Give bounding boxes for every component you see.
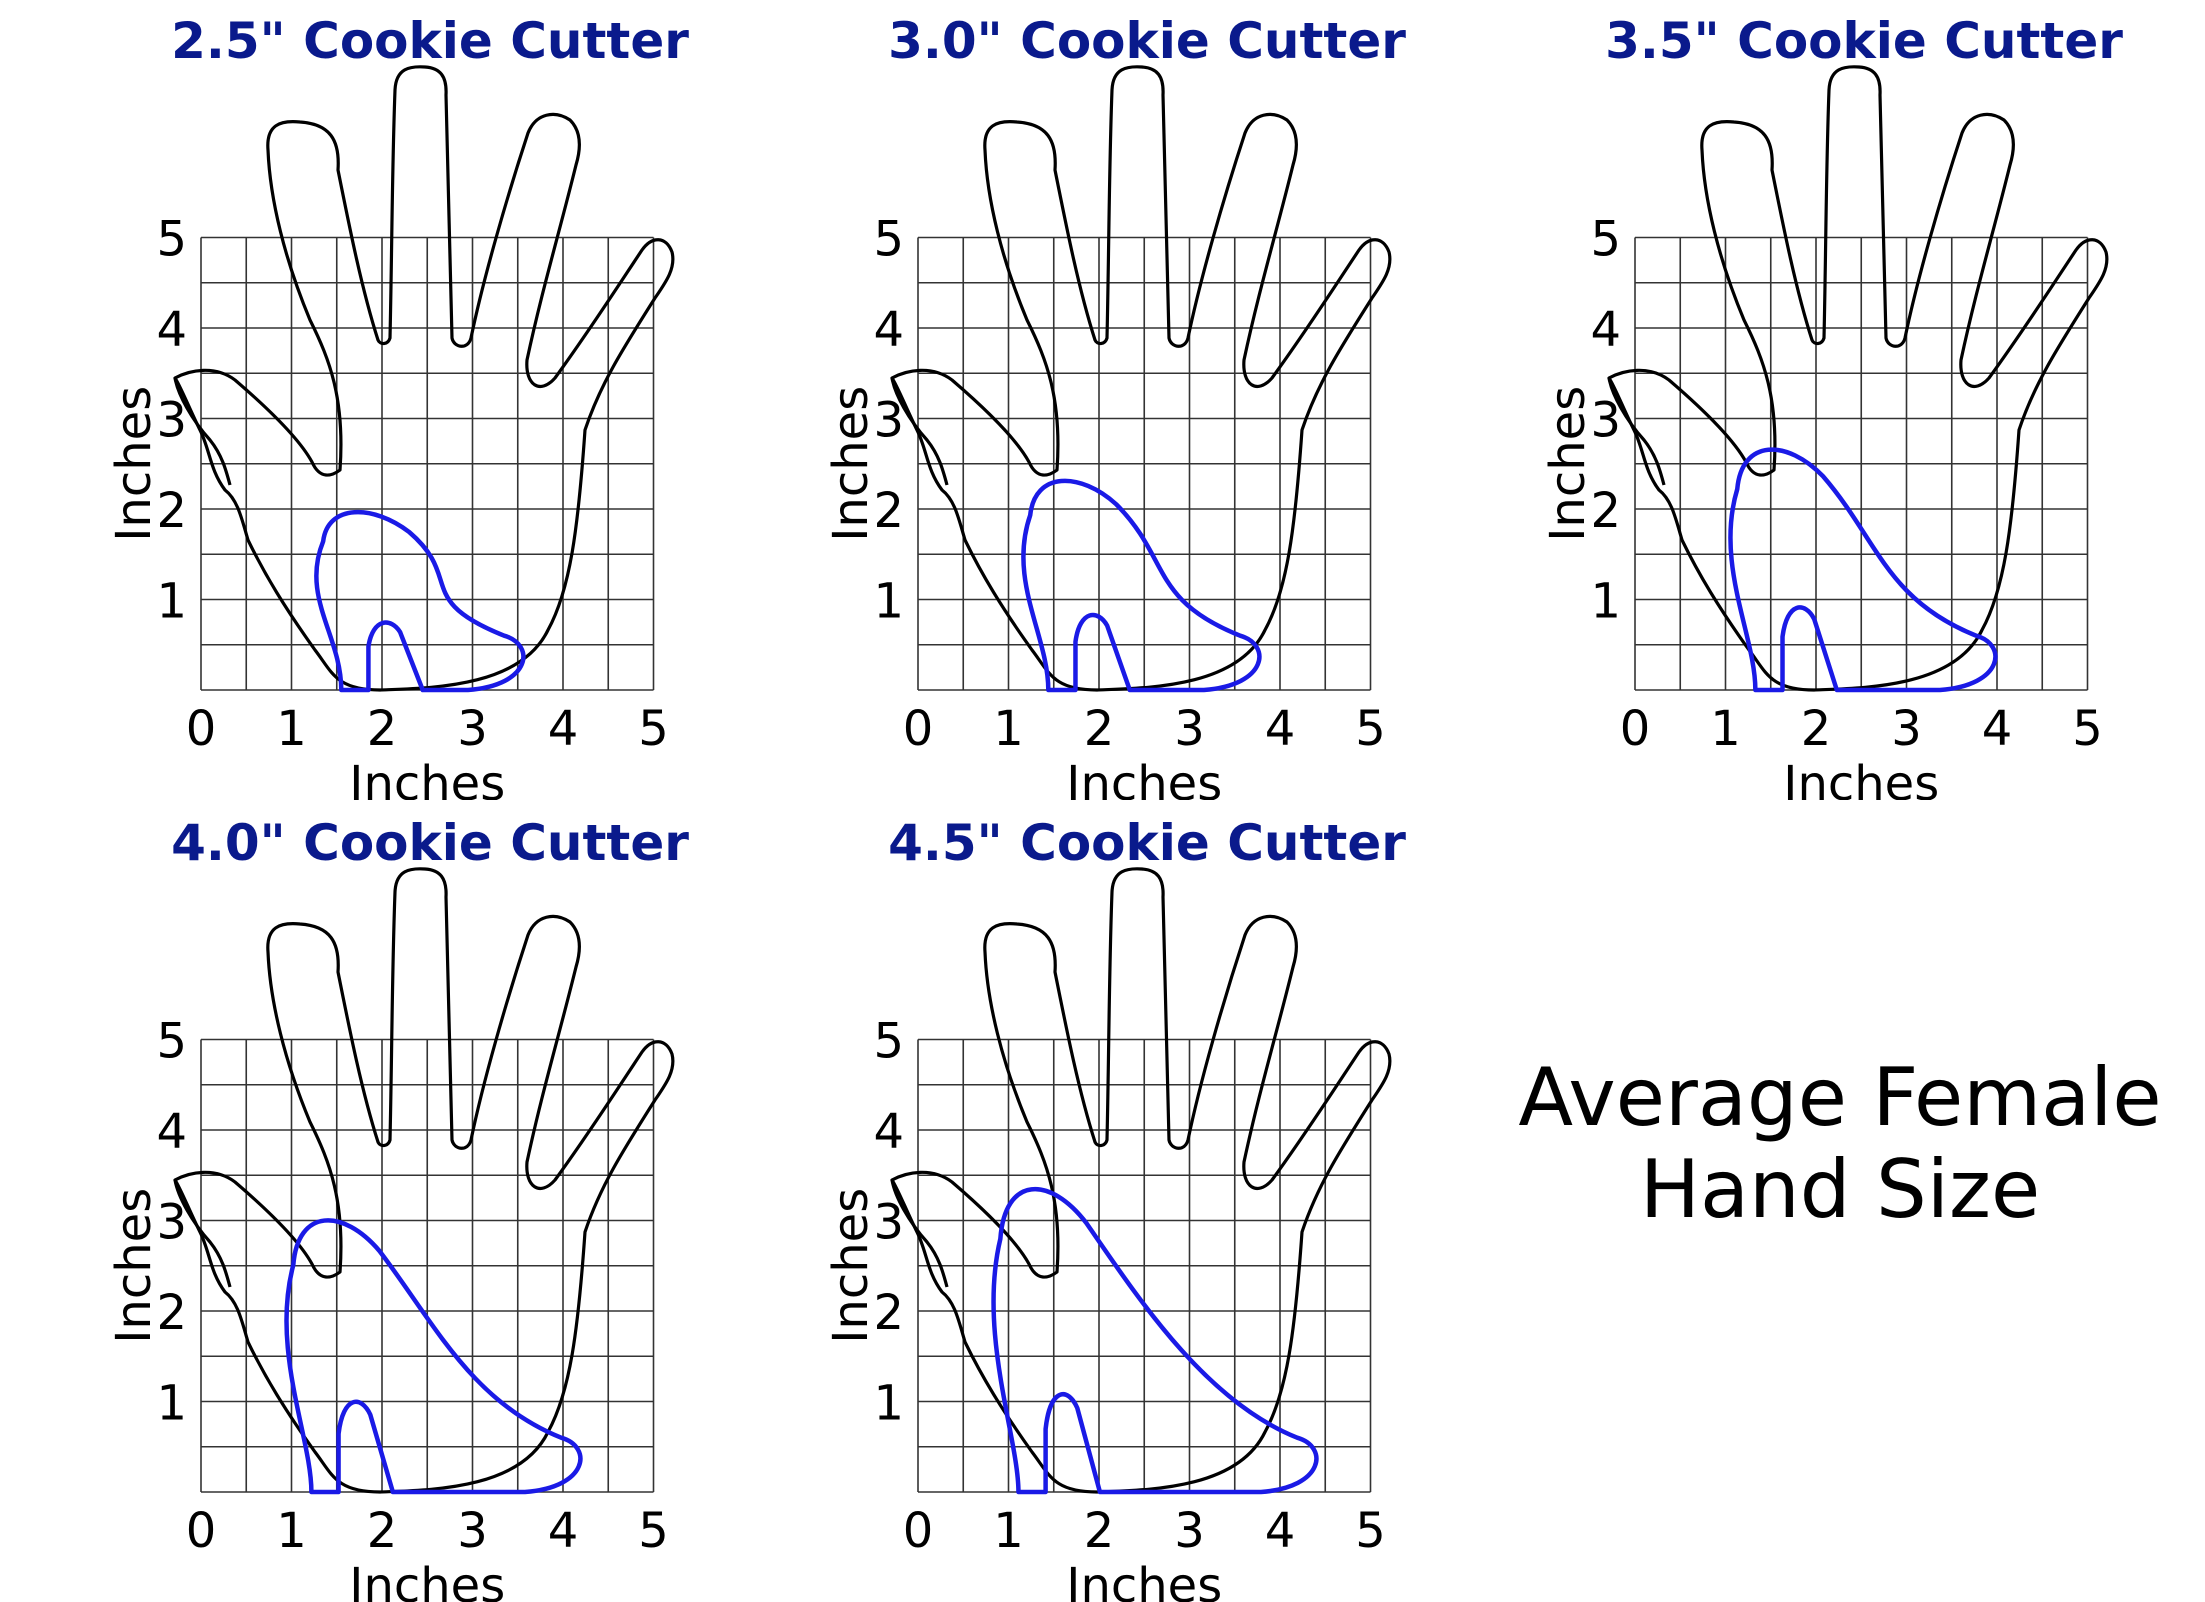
grid-lines	[200, 236, 655, 691]
y-tick-label: 5	[873, 1014, 904, 1070]
y-tick-label: 3	[873, 393, 904, 449]
y-tick-label: 5	[873, 212, 904, 268]
y-axis-label: Inches	[823, 1188, 879, 1344]
x-tick-label: 5	[1355, 701, 1386, 757]
hand-panel-2: 3.0" Cookie Cutter 0 1 2 3 4 5 1 2 3 4 5 Inches Inche…	[823, 12, 1406, 800]
hand-panel-4: 4.0" Cookie Cutter 0 1 2 3 4 5 1 2 3 4 5 Inches Inche…	[106, 814, 689, 1602]
y-tick-label: 1	[873, 1376, 904, 1432]
y-axis-label: Inches	[823, 386, 879, 542]
grid-lines	[1634, 236, 2089, 691]
x-tick-label: 3	[457, 701, 488, 757]
y-tick-label: 1	[873, 574, 904, 630]
y-tick-label: 3	[156, 393, 187, 449]
thumb-crease	[890, 1179, 949, 1288]
y-tick-label: 3	[1590, 393, 1621, 449]
x-tick-label: 1	[993, 701, 1024, 757]
y-tick-label: 5	[156, 1014, 187, 1070]
x-tick-label: 4	[548, 701, 579, 757]
y-axis-label: Inches	[106, 386, 162, 542]
panel-title: 2.5" Cookie Cutter	[171, 12, 689, 70]
y-tick-label: 5	[156, 212, 187, 268]
x-tick-label: 3	[1174, 1503, 1205, 1559]
panel-title: 3.5" Cookie Cutter	[1605, 12, 2123, 70]
x-tick-label: 0	[186, 1503, 217, 1559]
x-tick-label: 2	[1084, 701, 1115, 757]
x-tick-label: 5	[638, 701, 669, 757]
y-tick-label: 5	[1590, 212, 1621, 268]
grid-lines	[200, 1038, 655, 1493]
hand-outline	[890, 867, 1392, 1494]
y-tick-label: 3	[156, 1195, 187, 1251]
hand-panel-3: 3.5" Cookie Cutter 0 1 2 3 4 5 1 2 3 4 5 Inches Inche…	[1540, 12, 2123, 800]
panel-title: 4.0" Cookie Cutter	[171, 814, 689, 872]
x-tick-label: 0	[903, 1503, 934, 1559]
y-tick-label: 2	[156, 483, 187, 539]
x-tick-label: 0	[903, 701, 934, 757]
y-axis-label: Inches	[106, 1188, 162, 1344]
cookie-cutter-outline	[991, 1186, 1319, 1495]
x-tick-label: 5	[638, 1503, 669, 1559]
y-tick-label: 2	[873, 483, 904, 539]
x-tick-label: 3	[1174, 701, 1205, 757]
y-tick-label: 3	[873, 1195, 904, 1251]
hand-outline	[173, 867, 675, 1494]
thumb-crease	[890, 377, 949, 486]
x-tick-label: 4	[1265, 701, 1296, 757]
cookie-cutter-outline	[1728, 447, 1998, 693]
caption-line-2: Hand Size	[1639, 1143, 2041, 1236]
x-axis-label: Inches	[1066, 1558, 1222, 1602]
x-tick-label: 0	[1620, 701, 1651, 757]
x-tick-label: 2	[1084, 1503, 1115, 1559]
hand-outline	[1607, 65, 2109, 692]
x-axis-label: Inches	[349, 756, 505, 800]
x-tick-label: 0	[186, 701, 217, 757]
x-tick-label: 5	[2072, 701, 2103, 757]
x-tick-label: 2	[367, 1503, 398, 1559]
x-tick-label: 4	[1982, 701, 2013, 757]
y-tick-label: 2	[1590, 483, 1621, 539]
x-tick-label: 5	[1355, 1503, 1386, 1559]
y-tick-label: 1	[156, 1376, 187, 1432]
hand-outline	[890, 65, 1392, 692]
hand-panel-5: 4.5" Cookie Cutter 0 1 2 3 4 5 1 2 3 4 5 Inches Inche…	[823, 814, 1406, 1602]
x-tick-label: 4	[548, 1503, 579, 1559]
x-tick-label: 3	[457, 1503, 488, 1559]
y-tick-label: 2	[156, 1285, 187, 1341]
y-tick-label: 1	[1590, 574, 1621, 630]
x-tick-label: 3	[1891, 701, 1922, 757]
x-tick-label: 1	[276, 1503, 307, 1559]
y-tick-label: 4	[156, 302, 187, 358]
x-axis-label: Inches	[349, 1558, 505, 1602]
x-tick-label: 4	[1265, 1503, 1296, 1559]
thumb-crease	[1607, 377, 1666, 486]
panel-title: 4.5" Cookie Cutter	[888, 814, 1406, 872]
grid-lines	[917, 236, 1372, 691]
cookie-cutter-outline	[284, 1218, 583, 1495]
hand-outline	[173, 65, 675, 692]
y-tick-label: 4	[873, 1104, 904, 1160]
y-tick-label: 4	[156, 1104, 187, 1160]
figure-caption: Average Female Hand Size	[1410, 1052, 2205, 1236]
x-axis-label: Inches	[1066, 756, 1222, 800]
x-tick-label: 1	[276, 701, 307, 757]
x-tick-label: 2	[1801, 701, 1832, 757]
x-tick-label: 2	[367, 701, 398, 757]
caption-line-1: Average Female	[1518, 1051, 2162, 1144]
cookie-cutter-outline	[1021, 478, 1262, 693]
y-tick-label: 2	[873, 1285, 904, 1341]
thumb-crease	[173, 377, 232, 486]
grid-lines	[917, 1038, 1372, 1493]
y-tick-label: 1	[156, 574, 187, 630]
panel-title: 3.0" Cookie Cutter	[888, 12, 1406, 70]
y-axis-label: Inches	[1540, 386, 1596, 542]
hand-panel-1: 2.5" Cookie Cutter 0 1 2 3 4 5 1 2 3 4 5 Inches Inche…	[106, 12, 689, 800]
x-tick-label: 1	[1710, 701, 1741, 757]
thumb-crease	[173, 1179, 232, 1288]
y-tick-label: 4	[873, 302, 904, 358]
cookie-cutter-outline	[314, 509, 526, 693]
x-tick-label: 1	[993, 1503, 1024, 1559]
y-tick-label: 4	[1590, 302, 1621, 358]
x-axis-label: Inches	[1783, 756, 1939, 800]
